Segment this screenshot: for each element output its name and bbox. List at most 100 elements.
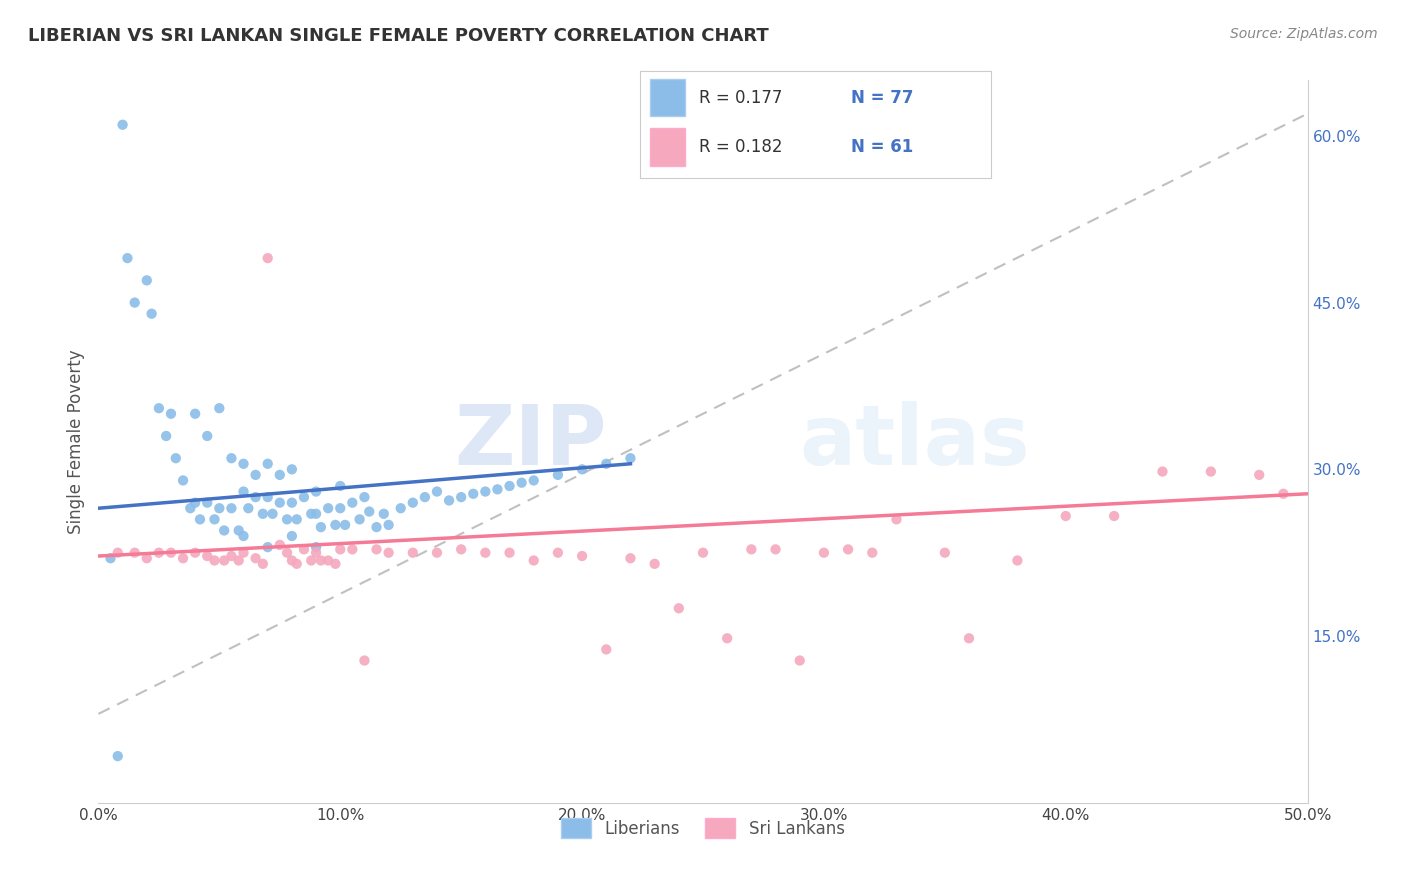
Point: [329, 501, 352, 516]
Point: [789, 653, 811, 667]
Point: [571, 462, 593, 476]
Text: Source: ZipAtlas.com: Source: ZipAtlas.com: [1230, 27, 1378, 41]
Point: [1152, 465, 1174, 479]
Point: [450, 542, 472, 557]
Point: [221, 549, 243, 563]
Bar: [650, 78, 686, 116]
Point: [262, 507, 284, 521]
Point: [228, 553, 250, 567]
Point: [212, 553, 235, 567]
Point: [285, 512, 308, 526]
Point: [195, 549, 218, 563]
Point: [813, 546, 835, 560]
Point: [179, 501, 201, 516]
Point: [292, 490, 315, 504]
Point: [305, 484, 328, 499]
Point: [1272, 487, 1295, 501]
Text: N = 77: N = 77: [851, 88, 912, 106]
Point: [269, 467, 291, 482]
Text: atlas: atlas: [800, 401, 1031, 482]
Point: [377, 517, 399, 532]
Point: [184, 546, 207, 560]
Point: [934, 546, 956, 560]
Point: [100, 551, 122, 566]
Text: R = 0.182: R = 0.182: [700, 138, 783, 156]
Point: [204, 553, 226, 567]
Point: [281, 496, 304, 510]
Point: [281, 529, 304, 543]
Point: [353, 490, 375, 504]
Point: [1054, 508, 1077, 523]
Point: [299, 553, 322, 567]
Point: [389, 501, 412, 516]
Point: [619, 551, 641, 566]
Point: [740, 542, 762, 557]
Point: [238, 501, 260, 516]
Point: [644, 557, 666, 571]
Point: [426, 484, 449, 499]
Text: R = 0.177: R = 0.177: [700, 88, 783, 106]
Point: [256, 457, 278, 471]
Point: [402, 496, 425, 510]
Point: [305, 540, 328, 554]
Point: [245, 467, 267, 482]
Y-axis label: Single Female Poverty: Single Female Poverty: [66, 350, 84, 533]
Point: [172, 474, 194, 488]
Point: [195, 429, 218, 443]
Point: [305, 546, 328, 560]
Point: [957, 632, 980, 646]
Point: [571, 549, 593, 563]
Point: [111, 118, 134, 132]
Point: [523, 553, 546, 567]
Point: [276, 546, 298, 560]
Bar: [650, 128, 686, 166]
Point: [148, 546, 170, 560]
Point: [463, 487, 485, 501]
Point: [450, 490, 472, 504]
Point: [837, 542, 859, 557]
Point: [359, 505, 381, 519]
Point: [221, 501, 243, 516]
Point: [377, 546, 399, 560]
Point: [316, 501, 339, 516]
Point: [373, 507, 395, 521]
Point: [148, 401, 170, 416]
Point: [256, 540, 278, 554]
Point: [619, 451, 641, 466]
Point: [232, 546, 254, 560]
Point: [252, 507, 274, 521]
Point: [329, 542, 352, 557]
Point: [208, 501, 231, 516]
Point: [232, 457, 254, 471]
Point: [309, 520, 332, 534]
Point: [474, 484, 496, 499]
Point: [1199, 465, 1222, 479]
Point: [1102, 508, 1125, 523]
Point: [256, 490, 278, 504]
Point: [349, 512, 371, 526]
Point: [342, 496, 364, 510]
Point: [269, 538, 291, 552]
Point: [232, 529, 254, 543]
Point: [184, 407, 207, 421]
Point: [413, 490, 436, 504]
Point: [498, 546, 520, 560]
Point: [325, 557, 347, 571]
Point: [510, 475, 533, 490]
Text: ZIP: ZIP: [454, 401, 606, 482]
Point: [402, 546, 425, 560]
Point: [498, 479, 520, 493]
Point: [195, 496, 218, 510]
Point: [117, 251, 139, 265]
Point: [316, 553, 339, 567]
Point: [292, 542, 315, 557]
Point: [276, 512, 298, 526]
Point: [547, 467, 569, 482]
Point: [668, 601, 690, 615]
Point: [204, 512, 226, 526]
Point: [366, 542, 388, 557]
Point: [325, 517, 347, 532]
Point: [245, 551, 267, 566]
Point: [165, 451, 187, 466]
Point: [333, 517, 356, 532]
